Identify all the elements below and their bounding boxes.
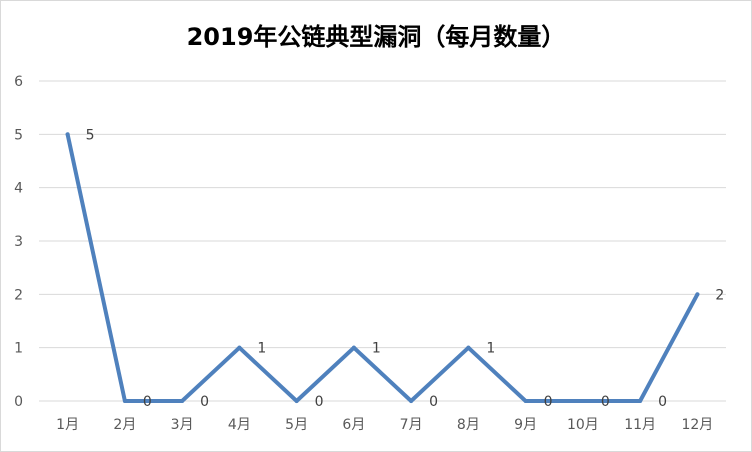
y-tick-label: 0	[14, 394, 23, 410]
data-point	[409, 399, 414, 403]
data-label: 0	[143, 394, 152, 410]
data-label: 0	[315, 394, 324, 410]
x-tick-label: 4月	[228, 417, 251, 433]
y-tick-label: 4	[14, 181, 23, 197]
x-tick-label: 5月	[285, 417, 308, 433]
data-point	[638, 399, 643, 403]
data-label: 0	[658, 394, 667, 410]
data-label: 0	[601, 394, 610, 410]
x-tick-label: 9月	[514, 417, 537, 433]
y-tick-label: 1	[14, 341, 23, 357]
data-point	[65, 132, 70, 137]
data-label: 1	[486, 341, 495, 357]
series-line	[65, 132, 700, 403]
y-tick-label: 2	[14, 287, 23, 303]
data-label: 1	[257, 341, 266, 357]
data-point	[580, 399, 585, 403]
x-tick-label: 8月	[457, 417, 480, 433]
x-tick-label: 7月	[400, 417, 423, 433]
data-point	[294, 399, 299, 403]
data-point	[523, 399, 528, 403]
y-tick-label: 3	[14, 234, 23, 250]
y-tick-label: 5	[14, 127, 23, 143]
x-tick-label: 11月	[624, 417, 656, 433]
x-tick-label: 6月	[342, 417, 365, 433]
x-tick-label: 1月	[56, 417, 79, 433]
x-tick-label: 2月	[113, 417, 136, 433]
chart-title: 2019年公链典型漏洞（每月数量）	[186, 23, 566, 51]
data-label: 2	[715, 287, 724, 303]
x-tick-label: 10月	[567, 417, 599, 433]
data-point	[180, 399, 185, 403]
x-tick-label: 3月	[171, 417, 194, 433]
data-label: 5	[86, 127, 95, 143]
data-label: 0	[429, 394, 438, 410]
data-label: 0	[200, 394, 209, 410]
x-tick-label: 12月	[681, 417, 713, 433]
data-point	[466, 345, 471, 350]
data-label: 1	[372, 341, 381, 357]
data-point	[122, 399, 127, 403]
data-label: 0	[544, 394, 553, 410]
y-tick-label: 6	[14, 74, 23, 90]
data-point	[695, 292, 700, 297]
data-point	[237, 345, 242, 350]
data-point	[351, 345, 356, 350]
